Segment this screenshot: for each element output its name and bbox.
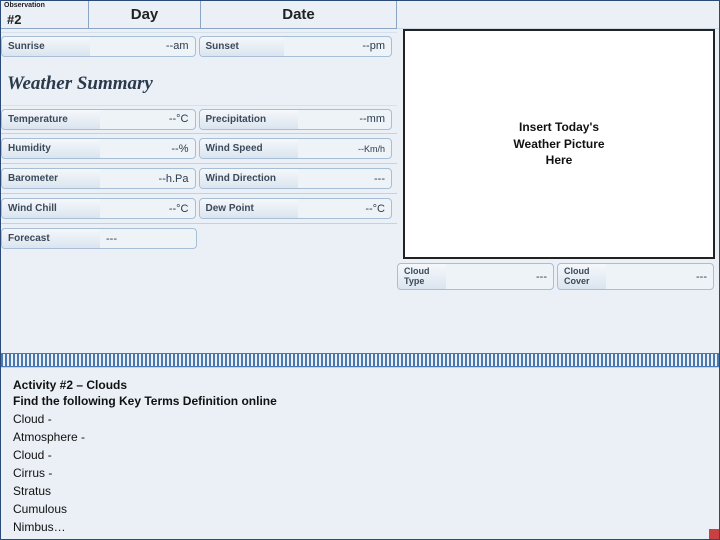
cloud-type-value: ---	[446, 271, 553, 283]
forecast-label: Forecast	[2, 229, 100, 248]
forecast-value: ---	[100, 233, 196, 245]
cloud-type-label: Cloud Type	[398, 264, 446, 289]
precipitation-label: Precipitation	[200, 110, 298, 129]
sunset-value: --pm	[284, 40, 392, 52]
dewpoint-value: --°C	[298, 203, 392, 215]
temperature-label: Temperature	[2, 110, 100, 129]
winddir-label: Wind Direction	[200, 169, 298, 188]
windchill-label: Wind Chill	[2, 199, 100, 218]
sunrise-label: Sunrise	[2, 37, 90, 56]
windchill-value: --°C	[100, 203, 195, 215]
dewpoint-label: Dew Point	[200, 199, 298, 218]
windspeed-label: Wind Speed	[200, 139, 298, 158]
picture-placeholder-text: Insert Today's Weather Picture Here	[513, 119, 604, 169]
term-line: Cirrus -	[13, 464, 707, 482]
term-line: Stratus	[13, 482, 707, 500]
term-line: Atmosphere -	[13, 428, 707, 446]
observation-number: #2	[7, 12, 21, 27]
term-line: Cloud -	[13, 410, 707, 428]
observation-box: Observation #2	[1, 1, 89, 29]
activity-subtitle: Find the following Key Terms Definition …	[13, 394, 707, 408]
sunrise-value: --am	[90, 40, 195, 52]
barometer-label: Barometer	[2, 169, 100, 188]
sunset-label: Sunset	[200, 37, 284, 56]
weather-picture-placeholder: Insert Today's Weather Picture Here	[403, 29, 715, 259]
date-label: Date	[282, 6, 315, 23]
activity-panel: Activity #2 – Clouds Find the following …	[1, 367, 719, 539]
windspeed-value: --Km/h	[298, 144, 392, 154]
cloud-cover-value: ---	[606, 271, 713, 283]
observation-label: Observation	[4, 2, 45, 9]
term-line: Cumulous	[13, 500, 707, 518]
humidity-value: --%	[100, 143, 195, 155]
temperature-value: --°C	[100, 113, 195, 125]
humidity-label: Humidity	[2, 139, 100, 158]
page-corner-icon	[709, 529, 719, 539]
date-box: Date	[201, 1, 397, 29]
day-label: Day	[131, 6, 159, 23]
activity-title: Activity #2 – Clouds	[13, 378, 707, 392]
precipitation-value: --mm	[298, 113, 392, 125]
weather-summary-title: Weather Summary	[7, 73, 397, 95]
separator-stripe	[1, 353, 719, 367]
barometer-value: --h.Pa	[100, 173, 195, 185]
day-box: Day	[89, 1, 201, 29]
winddir-value: ---	[298, 173, 392, 185]
cloud-cover-label: Cloud Cover	[558, 264, 606, 289]
term-line: Nimbus…	[13, 518, 707, 536]
term-line: Cloud -	[13, 446, 707, 464]
